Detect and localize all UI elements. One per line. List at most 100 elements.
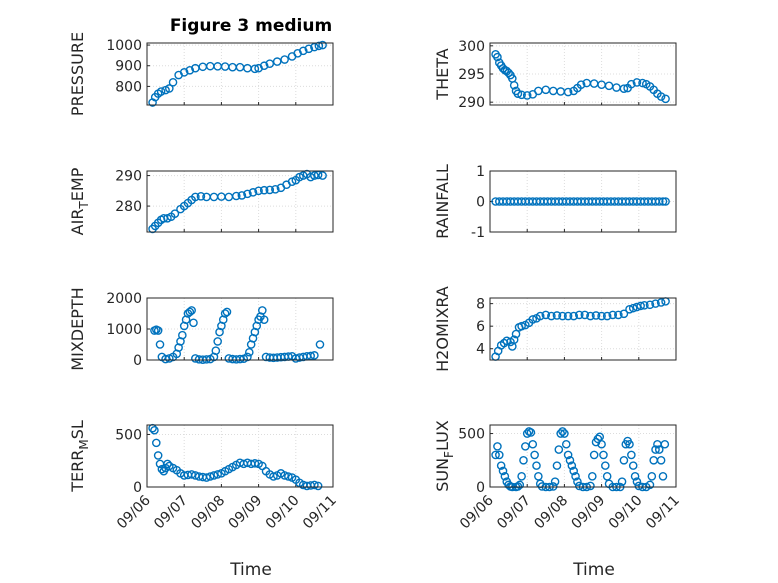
data-point [534, 472, 543, 481]
data-point [576, 80, 586, 90]
data-point [558, 427, 567, 436]
data-point [318, 40, 327, 50]
plot-area [147, 171, 333, 232]
data-point [586, 311, 595, 321]
y-tick-label: 1000 [106, 38, 142, 54]
subplot-3: 280 290 AIRTEMP [68, 167, 334, 235]
data-point [556, 429, 565, 438]
data-point [187, 306, 196, 315]
y-tick-label: 1000 [106, 322, 142, 338]
data-point [235, 354, 245, 364]
x-tick-label: 09/10 [263, 493, 303, 533]
data-point [153, 451, 163, 460]
y-axis-label: TERRMSL [68, 420, 91, 493]
data-point [619, 84, 629, 93]
data-point [630, 472, 640, 481]
data-point [625, 304, 634, 314]
data-point [528, 315, 538, 324]
data-point [651, 445, 660, 454]
y-tick-label: 280 [115, 199, 142, 215]
data-point [614, 310, 623, 320]
data-point [588, 472, 597, 481]
data-point [493, 442, 502, 451]
data-point [548, 482, 558, 491]
data-point [237, 191, 247, 200]
subplot-7: 0 500 TERRMSL 09/0609/0709/0809/0909/1009/1… [68, 420, 340, 532]
y-tick-label: 0 [476, 195, 485, 211]
y-tick-label: -1 [471, 225, 485, 241]
data-point [625, 439, 634, 449]
axes-box [489, 42, 677, 106]
y-tick-label: 300 [458, 39, 485, 55]
data-point [500, 472, 510, 481]
data-point [265, 59, 275, 68]
y-axis-label: SUNFLUX [433, 420, 456, 492]
data-point [509, 80, 519, 90]
data-point [191, 192, 200, 202]
x-axis-label-right: Time [572, 560, 615, 580]
data-point [597, 439, 606, 449]
data-point [163, 459, 172, 469]
data-point [310, 480, 319, 490]
data-point [258, 306, 267, 315]
data-point [640, 301, 649, 310]
y-tick-label: 295 [458, 67, 485, 83]
axes-box [489, 297, 677, 361]
data-point [202, 355, 211, 364]
data-point [517, 90, 526, 100]
data-point [211, 346, 221, 356]
axes-box [146, 297, 334, 361]
data-point [574, 310, 584, 320]
data-point [628, 461, 638, 470]
subplot-8: 0 500SUNFLUX09/0609/0709/0809/0909/1009/1… [433, 420, 683, 532]
data-point [519, 455, 528, 465]
data-point [513, 482, 523, 491]
data-point [569, 311, 579, 321]
data-point [515, 480, 525, 490]
data-point [589, 450, 599, 460]
x-tick-label: 09/11 [643, 493, 683, 533]
data-point [526, 428, 536, 437]
x-tick-label: 09/10 [606, 493, 646, 533]
plot-area [147, 43, 333, 105]
data-point [153, 326, 163, 335]
data-point [298, 46, 308, 56]
data-point [619, 455, 629, 465]
y-tick-label: 0 [476, 480, 485, 496]
data-point [150, 425, 159, 435]
x-axis-label-left: Time [229, 560, 272, 580]
data-point [170, 209, 180, 218]
data-point [597, 311, 606, 321]
data-point [573, 477, 582, 486]
data-point [638, 78, 647, 88]
y-axis-label: H2OMIXRA [433, 286, 452, 372]
data-point [250, 459, 260, 468]
y-axis-label: PRESSURE [68, 32, 87, 116]
data-point [619, 309, 629, 319]
data-point [599, 450, 608, 460]
data-point [636, 301, 645, 311]
data-point [265, 185, 275, 195]
y-tick-label: 0 [133, 353, 142, 369]
data-point [563, 87, 573, 97]
data-point [493, 52, 502, 62]
x-tick-label: 09/08 [531, 493, 571, 533]
data-point [509, 335, 519, 345]
y-tick-label: 8 [476, 297, 485, 313]
data-point [187, 470, 196, 479]
data-point [168, 77, 178, 87]
data-point [632, 477, 642, 486]
data-point [580, 310, 590, 320]
x-tick-label: 09/08 [188, 493, 228, 533]
data-point [222, 307, 232, 317]
data-point [179, 68, 189, 77]
data-point [189, 318, 198, 328]
data-point [157, 464, 167, 474]
data-point [250, 64, 260, 74]
data-point [254, 186, 263, 196]
data-point [185, 65, 195, 75]
x-tick-label: 09/09 [569, 493, 609, 533]
data-point [586, 481, 595, 491]
plot-area [490, 425, 676, 487]
